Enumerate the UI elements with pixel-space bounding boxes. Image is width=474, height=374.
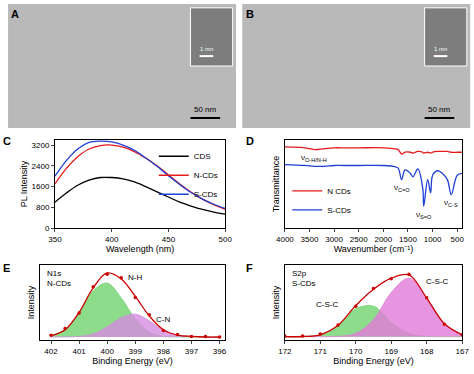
svg-text:170: 170 xyxy=(349,347,363,356)
svg-text:397: 397 xyxy=(185,347,199,356)
svg-text:S-CDs: S-CDs xyxy=(194,190,218,199)
svg-text:172: 172 xyxy=(278,347,292,356)
svg-text:E: E xyxy=(3,262,10,274)
svg-text:3000: 3000 xyxy=(325,235,343,244)
svg-text:2000: 2000 xyxy=(374,235,392,244)
svg-text:399: 399 xyxy=(129,347,143,356)
svg-text:168: 168 xyxy=(420,347,434,356)
svg-text:Binding Energy (eV): Binding Energy (eV) xyxy=(92,356,173,366)
svg-text:402: 402 xyxy=(44,347,58,356)
svg-text:398: 398 xyxy=(157,347,171,356)
svg-text:2400: 2400 xyxy=(32,162,50,171)
svg-text:50 nm: 50 nm xyxy=(428,105,451,114)
svg-text:4000: 4000 xyxy=(276,235,294,244)
svg-text:C-S-C: C-S-C xyxy=(316,300,338,309)
svg-text:350: 350 xyxy=(48,235,62,244)
svg-text:C-S-C: C-S-C xyxy=(426,277,448,286)
svg-text:450: 450 xyxy=(162,235,176,244)
svg-text:400: 400 xyxy=(101,347,115,356)
svg-text:1600: 1600 xyxy=(32,182,50,191)
svg-text:F: F xyxy=(246,262,253,274)
svg-text:3500: 3500 xyxy=(301,235,319,244)
svg-text:396: 396 xyxy=(213,347,227,356)
svg-text:CDS: CDS xyxy=(194,152,211,161)
svg-text:800: 800 xyxy=(36,203,50,212)
svg-text:1500: 1500 xyxy=(399,235,417,244)
svg-text:ν​O-H/N-H​: ν​O-H/N-H​ xyxy=(301,153,327,163)
svg-text:C-N: C-N xyxy=(156,315,170,324)
svg-text:Transmittance: Transmittance xyxy=(271,156,281,213)
svg-text:N-CDs: N-CDs xyxy=(194,171,218,180)
svg-text:N CDs: N CDs xyxy=(327,187,351,196)
svg-text:171: 171 xyxy=(314,347,328,356)
svg-text:A: A xyxy=(11,8,19,20)
svg-text:500: 500 xyxy=(218,235,232,244)
svg-text:N1sN-CDs: N1sN-CDs xyxy=(47,269,71,288)
svg-text:50 nm: 50 nm xyxy=(194,105,217,114)
svg-text:ν​S=O​: ν​S=O​ xyxy=(416,210,432,220)
svg-text:Intensity: Intensity xyxy=(26,285,36,319)
svg-text:Wavenumber (cm⁻¹): Wavenumber (cm⁻¹) xyxy=(334,244,414,254)
svg-text:2500: 2500 xyxy=(350,235,368,244)
svg-text:B: B xyxy=(246,8,254,20)
svg-text:S-CDs: S-CDs xyxy=(327,206,351,215)
svg-text:ν​C-S​: ν​C-S​ xyxy=(444,198,458,208)
svg-text:Intensity: Intensity xyxy=(271,285,281,319)
svg-text:167: 167 xyxy=(455,347,469,356)
svg-text:Binding Energy (eV): Binding Energy (eV) xyxy=(333,356,414,366)
svg-text:169: 169 xyxy=(385,347,399,356)
svg-text:0: 0 xyxy=(45,224,50,233)
svg-text:401: 401 xyxy=(72,347,86,356)
svg-text:C: C xyxy=(3,135,11,147)
svg-text:N-H: N-H xyxy=(128,273,142,282)
svg-text:ν​C=O​: ν​C=O​ xyxy=(394,183,410,193)
svg-text:S2pS-CDs: S2pS-CDs xyxy=(292,269,316,288)
svg-text:1000: 1000 xyxy=(424,235,442,244)
svg-text:Wavelength (nm): Wavelength (nm) xyxy=(106,244,174,254)
svg-text:PL Intensity: PL Intensity xyxy=(19,160,29,207)
svg-text:3200: 3200 xyxy=(32,141,50,150)
svg-text:D: D xyxy=(246,135,254,147)
svg-text:400: 400 xyxy=(105,235,119,244)
svg-text:1 nm: 1 nm xyxy=(434,46,447,52)
svg-text:500: 500 xyxy=(451,235,465,244)
svg-text:1 nm: 1 nm xyxy=(200,46,213,52)
